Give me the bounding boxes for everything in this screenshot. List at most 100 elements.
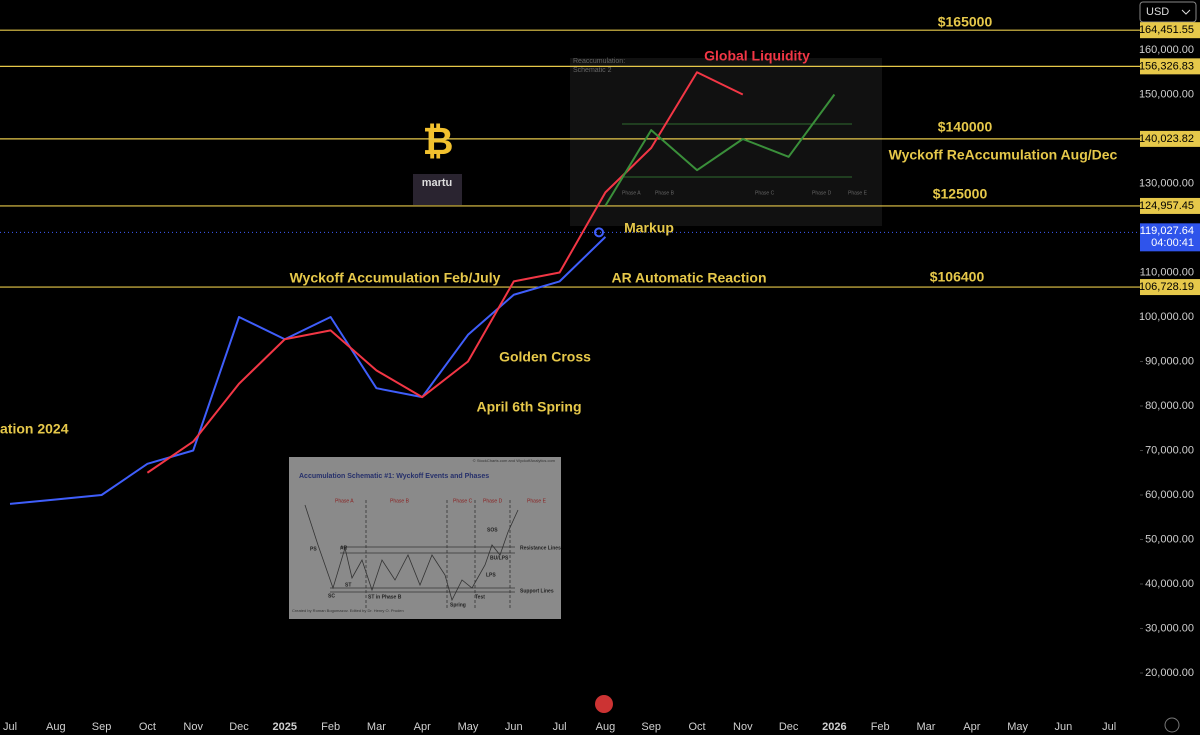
currency-label: USD (1146, 6, 1169, 18)
inset-lines (304, 500, 519, 610)
inset-event: SOS (487, 527, 498, 533)
x-tick-label: Apr (414, 721, 431, 733)
x-tick-label: Dec (229, 721, 249, 733)
inset-event: LPS (486, 572, 496, 578)
y-tick-label: 100,000.00 (1139, 311, 1194, 323)
annotation: Golden Cross (499, 349, 591, 365)
inset-event: Resistance Lines (520, 545, 561, 551)
annotation: AR Automatic Reaction (611, 270, 766, 286)
x-tick-label: Jul (3, 721, 17, 733)
schematic-phase: Phase D (812, 190, 832, 196)
current-price-tag (1140, 223, 1200, 252)
y-tick-label: 80,000.00 (1145, 400, 1194, 412)
y-tick-label: 90,000.00 (1145, 355, 1194, 367)
y-tick-label: 30,000.00 (1145, 622, 1194, 634)
schematic-phase: Phase C (755, 190, 775, 196)
x-tick-label: Jun (505, 721, 523, 733)
series-line (146, 71, 744, 474)
x-tick-label: Sep (92, 721, 112, 733)
logo: martu (422, 177, 453, 189)
x-tick-label: Feb (871, 721, 890, 733)
annotation: ation 2024 (0, 421, 69, 437)
y-tick-label: 110,000.00 (1140, 266, 1194, 278)
schematic-subtitle: Schematic 2 (573, 67, 612, 74)
schematic-title: Reaccumulation: (573, 58, 625, 65)
inset-phase: Phase B (390, 498, 410, 504)
inset-event: AR (340, 545, 348, 551)
y-tick-label: 20,000.00 (1145, 667, 1194, 679)
inset-phase: Phase D (483, 498, 503, 504)
x-tick-label: Jul (553, 721, 567, 733)
y-tick-label: 40,000.00 (1145, 578, 1194, 590)
x-tick-label: Jun (1055, 721, 1073, 733)
level-label: 140,023.82 (1139, 133, 1194, 145)
x-tick-label: 2026 (822, 721, 846, 733)
x-tick-label: Oct (139, 721, 156, 733)
series-line (9, 236, 607, 505)
x-tick-label: Mar (367, 721, 386, 733)
schematic-phase: Phase B (655, 190, 675, 196)
inset-title: Accumulation Schematic #1: Wyckoff Event… (299, 473, 489, 480)
inset-event: BU/LPS (490, 555, 509, 561)
level-label: 164,451.55 (1139, 24, 1194, 36)
y-tick-label: 50,000.00 (1145, 533, 1194, 545)
annotation: $140000 (938, 119, 993, 135)
inset-phase: Phase C (453, 498, 473, 504)
x-tick-label: Oct (688, 721, 705, 733)
x-tick-label: Dec (779, 721, 799, 733)
x-tick-label: Apr (963, 721, 980, 733)
y-tick-label: 70,000.00 (1145, 444, 1194, 456)
y-tick-label: 130,000.00 (1139, 177, 1194, 189)
annotation: April 6th Spring (477, 399, 582, 415)
annotation: Global Liquidity (704, 48, 810, 64)
dropdown-arrow (1181, 9, 1191, 15)
series-line (604, 93, 836, 207)
level-tag (1140, 22, 1200, 39)
level-tag (1140, 130, 1200, 147)
inset-phase: Phase A (335, 498, 354, 504)
inset-event: Test (475, 594, 485, 600)
inset-phase: Phase E (527, 498, 547, 504)
level-tag (1140, 58, 1200, 75)
level-label: 124,957.45 (1139, 200, 1194, 212)
x-tick-label: Feb (321, 721, 340, 733)
inset-event: Spring (450, 602, 466, 608)
inset-event: ST in Phase B (368, 594, 402, 600)
y-tick-label: 60,000.00 (1145, 489, 1194, 501)
x-tick-label: 2025 (273, 721, 297, 733)
schematic-phase: Phase E (848, 190, 868, 196)
y-tick-label: 150,000.00 (1139, 88, 1194, 100)
annotation: $125000 (933, 186, 988, 202)
x-tick-label: Mar (917, 721, 936, 733)
current-price-label: 119,027.64 (1140, 225, 1194, 237)
level-label: 156,326.83 (1139, 60, 1194, 72)
schematic-backdrop (570, 58, 882, 226)
x-tick-label: Aug (596, 721, 616, 733)
level-label: 106,728.19 (1139, 281, 1194, 293)
x-tick-label: May (1007, 721, 1028, 733)
x-tick-label: Nov (733, 721, 753, 733)
currency-select[interactable] (1139, 1, 1197, 23)
bitcoin-icon: ₿ (423, 121, 454, 163)
annotation: $106400 (930, 269, 985, 285)
inset-event: SC (328, 593, 335, 599)
schematic-phase: Phase A (622, 190, 641, 196)
inset-credit: © StockCharts.com and WyckoffAnalytics.c… (473, 458, 556, 463)
x-tick-label: Jul (1102, 721, 1116, 733)
event-icon[interactable] (595, 695, 613, 713)
level-tag (1140, 279, 1200, 296)
x-tick-label: Nov (183, 721, 203, 733)
y-tick-label: 160,000.00 (1139, 44, 1194, 56)
inset-event: ST (345, 582, 351, 588)
inset-event: Support Lines (520, 588, 554, 594)
current-price-dot (594, 227, 604, 238)
x-tick-label: May (458, 721, 479, 733)
logo-box (413, 174, 462, 205)
annotation: Markup (624, 220, 674, 236)
countdown: 04:00:41 (1151, 237, 1194, 249)
auto-scale-button[interactable] (1164, 717, 1180, 733)
inset-event: PS (310, 546, 317, 552)
annotation: $165000 (938, 14, 993, 30)
